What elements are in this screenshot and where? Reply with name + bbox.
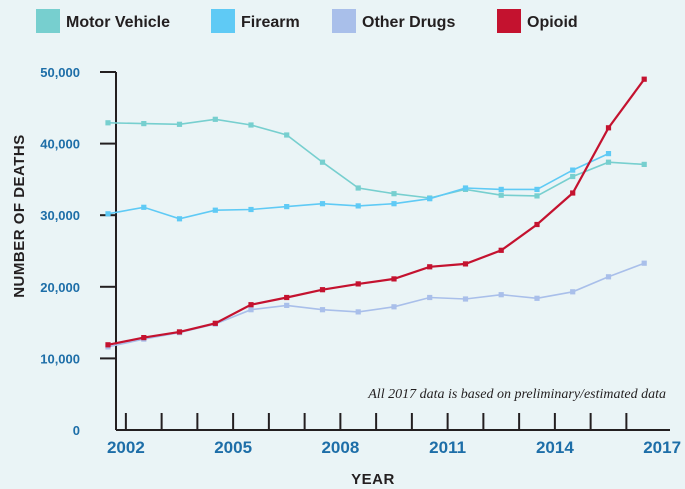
chart-axes: 0 10,000 20,000 30,000 40,000 50,000 2002 2005 2…: [40, 65, 681, 457]
legend-item-motor-vehicle: Motor Vehicle: [36, 9, 170, 33]
data-point-motor-vehicle: [141, 121, 147, 127]
chart-legend: Motor Vehicle Firearm Other Drugs Opioid: [36, 9, 578, 33]
data-point-other-drugs: [248, 307, 254, 313]
data-point-firearm: [176, 216, 183, 222]
data-point-opioid: [427, 264, 433, 270]
y-tick-label: 0: [73, 423, 80, 438]
series-line-opioid: [107, 78, 646, 346]
legend-label: Other Drugs: [362, 14, 455, 31]
data-point-other-drugs: [534, 295, 540, 301]
data-point-opioid: [391, 276, 397, 282]
chart-annotation: All 2017 data is based on preliminary/es…: [367, 387, 666, 402]
data-point-firearm: [462, 185, 469, 191]
y-tick-label: 10,000: [40, 351, 80, 366]
data-point-motor-vehicle: [534, 193, 540, 199]
data-point-motor-vehicle: [284, 132, 290, 138]
y-tick-label: 30,000: [40, 208, 80, 223]
data-point-motor-vehicle: [212, 116, 218, 122]
series-firearm: [105, 151, 612, 222]
legend-swatch: [497, 9, 521, 33]
chart-series: [105, 76, 647, 350]
series-motor-vehicle: [105, 116, 647, 201]
data-point-firearm: [284, 204, 290, 210]
data-point-opioid: [605, 125, 612, 131]
data-point-opioid: [498, 247, 504, 253]
x-tick-label: 2017: [643, 438, 681, 457]
data-point-opioid: [105, 342, 111, 348]
legend-item-other-drugs: Other Drugs: [332, 9, 455, 33]
data-point-firearm: [319, 201, 326, 207]
data-point-other-drugs: [570, 289, 576, 295]
data-point-opioid: [284, 294, 290, 301]
data-point-other-drugs: [462, 296, 469, 302]
data-point-firearm: [391, 201, 397, 207]
data-point-opioid: [534, 221, 540, 228]
data-point-opioid: [176, 329, 183, 335]
x-tick-label: 2008: [321, 438, 359, 457]
data-point-firearm: [355, 203, 361, 209]
data-point-opioid: [355, 281, 361, 287]
legend-item-firearm: Firearm: [211, 9, 300, 33]
data-point-other-drugs: [605, 274, 612, 280]
data-point-opioid: [248, 302, 254, 308]
data-point-motor-vehicle: [641, 161, 647, 167]
data-point-firearm: [105, 211, 111, 217]
data-point-firearm: [534, 186, 540, 192]
legend-item-opioid: Opioid: [497, 9, 578, 33]
data-point-opioid: [641, 76, 647, 82]
x-axis-title: YEAR: [351, 471, 395, 488]
data-point-motor-vehicle: [391, 191, 397, 197]
y-tick-label: 50,000: [40, 65, 80, 80]
data-point-firearm: [605, 151, 612, 157]
x-tick-label: 2005: [214, 438, 252, 457]
data-point-motor-vehicle: [248, 122, 254, 128]
data-point-other-drugs: [355, 309, 361, 315]
data-point-motor-vehicle: [605, 159, 612, 165]
data-point-other-drugs: [391, 304, 397, 310]
data-point-other-drugs: [498, 292, 504, 298]
legend-swatch: [36, 9, 60, 33]
data-point-motor-vehicle: [105, 120, 111, 126]
legend-swatch: [332, 9, 356, 33]
series-opioid: [105, 76, 647, 348]
legend-label: Motor Vehicle: [66, 14, 170, 31]
legend-label: Opioid: [527, 14, 578, 31]
series-line-motor-vehicle: [107, 118, 645, 199]
data-point-firearm: [570, 167, 576, 173]
x-tick-label: 2002: [107, 438, 145, 457]
y-tick-label: 20,000: [40, 280, 80, 295]
data-point-other-drugs: [641, 260, 647, 266]
data-point-opioid: [212, 320, 218, 326]
data-point-opioid: [141, 335, 147, 341]
data-point-motor-vehicle: [319, 159, 326, 165]
y-axis-title: NUMBER OF DEATHS: [11, 134, 28, 298]
data-point-motor-vehicle: [176, 121, 183, 127]
x-tick-label: 2011: [429, 438, 466, 457]
data-point-firearm: [498, 186, 504, 192]
series-other-drugs: [105, 260, 647, 350]
data-point-opioid: [462, 261, 469, 267]
data-point-opioid: [570, 190, 576, 196]
data-point-opioid: [319, 287, 326, 293]
legend-label: Firearm: [241, 14, 300, 31]
y-tick-label: 40,000: [40, 137, 80, 152]
series-line-other-drugs: [107, 262, 645, 348]
data-point-motor-vehicle: [570, 173, 576, 180]
legend-swatch: [211, 9, 235, 33]
data-point-other-drugs: [427, 294, 433, 301]
data-point-firearm: [248, 206, 254, 213]
data-point-firearm: [141, 204, 147, 210]
x-tick-label: 2014: [536, 438, 574, 457]
data-point-firearm: [212, 207, 218, 213]
data-point-firearm: [427, 196, 433, 202]
data-point-motor-vehicle: [355, 185, 361, 191]
data-point-other-drugs: [319, 307, 326, 313]
data-point-other-drugs: [284, 302, 290, 308]
data-point-motor-vehicle: [498, 192, 504, 198]
